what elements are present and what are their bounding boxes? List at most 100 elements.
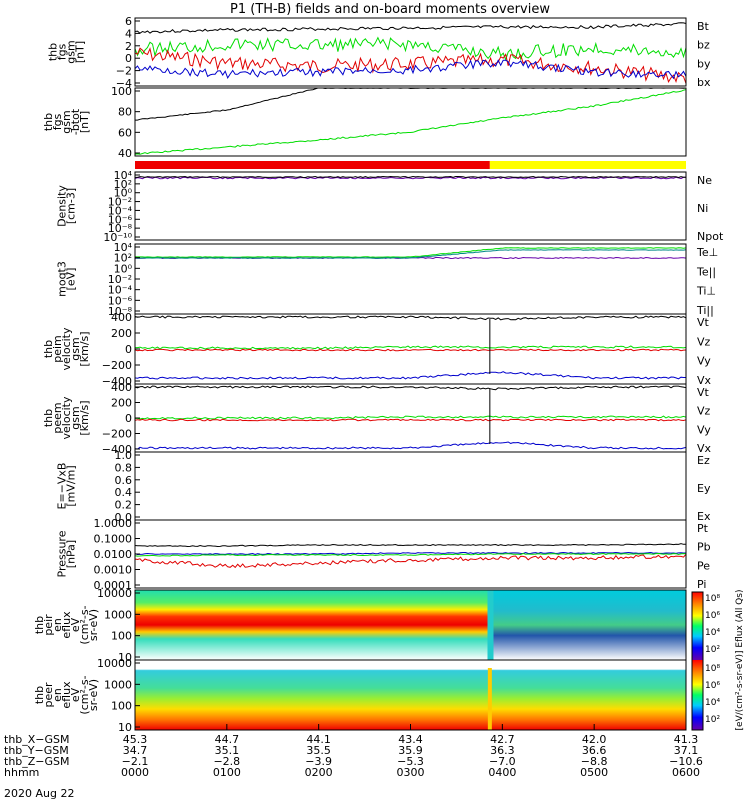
y-tick-label: 6	[125, 15, 132, 28]
y-axis-label: moqt3	[56, 261, 69, 297]
legend-Ex: Ex	[697, 510, 711, 523]
y-axis-label: E=−VxB	[56, 463, 69, 510]
legend-Pt: Pt	[697, 522, 709, 535]
colorbar-label: 10⁴	[705, 628, 720, 638]
panel-peer: 10000 1000 100 10 thbpeerenefluxeV(cm²-s-sr-…	[33, 657, 687, 734]
y-tick-label: 4	[125, 27, 132, 40]
series-ti-perp	[134, 249, 687, 259]
y-axis-label: fgs	[51, 113, 64, 130]
y-tick-label: −200	[102, 428, 132, 441]
y-tick-label: −2	[116, 65, 132, 78]
y-tick-label: 2	[125, 40, 132, 53]
panel-frame	[134, 383, 687, 453]
y-tick-label: 0.2	[115, 499, 133, 512]
panel-data	[134, 87, 687, 155]
y-tick-label: 0	[125, 52, 132, 65]
y-tick-label: 200	[111, 327, 132, 340]
x-row-value: 34.7	[123, 744, 148, 757]
x-row-value: 0200	[305, 766, 333, 779]
x-row-value: 37.1	[674, 744, 699, 757]
x-row-label: thb_Y−GSM	[4, 744, 69, 757]
y-tick-label: 1.0	[115, 449, 133, 462]
y-tick-label: 40	[118, 147, 132, 160]
series-ni	[135, 175, 687, 179]
series-vz	[134, 418, 687, 422]
mode-bar-red	[135, 161, 490, 169]
y-axis-label: peem	[51, 402, 64, 433]
y-axis-label: en	[51, 618, 64, 632]
y-tick-label: 0.0100	[94, 548, 133, 561]
y-axis-label: gsm	[65, 40, 78, 63]
y-axis-label: [km/s]	[78, 400, 91, 435]
panel-frame	[134, 87, 687, 157]
colorbar-label: 10⁶	[705, 681, 720, 691]
x-row-value: 0600	[672, 766, 700, 779]
panel-frame	[134, 313, 687, 385]
y-tick-label: 80	[118, 106, 132, 119]
colorbar-label: 10⁴	[705, 698, 720, 708]
panel-data	[135, 590, 686, 660]
series-vy	[134, 415, 687, 420]
series-pb	[134, 553, 687, 569]
panel-data	[134, 175, 687, 180]
x-row-value: 36.3	[490, 744, 515, 757]
y-tick-label: 10²	[114, 178, 132, 191]
y-tick-label: 0.6	[115, 474, 133, 487]
panel-data	[135, 660, 686, 730]
y-axis-label: gsm	[69, 406, 82, 429]
y-tick-label: 10⁻⁴	[108, 284, 133, 297]
x-row-value: −10.6	[669, 755, 703, 768]
legend-Ti⊥: Ti⊥	[696, 285, 716, 298]
y-axis-label: [km/s]	[78, 331, 91, 366]
y-tick-label: 0.0001	[94, 579, 133, 592]
x-row-value: 36.6	[582, 744, 607, 757]
colorbar-label: 10²	[705, 715, 720, 725]
y-tick-label: 0	[125, 412, 132, 425]
y-axis-label: thb	[42, 409, 55, 427]
y-axis-label: peer	[42, 682, 55, 708]
y-tick-label: 0.1000	[94, 533, 133, 546]
legend-Ne: Ne	[697, 174, 712, 187]
y-axis-label: Density	[56, 185, 69, 227]
panel-data	[134, 315, 687, 380]
y-axis-label: [nT]	[74, 41, 87, 63]
series-btot	[135, 87, 687, 121]
y-axis-label: [nPa]	[65, 540, 78, 568]
x-row-value: 45.3	[123, 733, 148, 746]
y-tick-label: 10⁻⁶	[108, 213, 133, 226]
y-axis-label: thb	[42, 340, 55, 358]
legend-Vt: Vt	[697, 316, 710, 329]
series-by	[134, 36, 687, 62]
legend-Pi: Pi	[697, 578, 706, 591]
y-axis-label: -btot	[69, 108, 82, 135]
series-vy	[135, 345, 687, 350]
panel-data	[134, 543, 687, 569]
y-axis-label: [mV/m]	[65, 465, 78, 506]
y-axis-label: thb	[42, 113, 55, 131]
y-axis-label: fgs	[56, 43, 69, 60]
y-tick-label: 400	[111, 381, 132, 394]
y-axis-label: thb	[33, 616, 46, 634]
panel-pressure: 1.0000 0.1000 0.0100 0.0010 0.0001 Pressure[n…	[56, 517, 711, 592]
y-tick-label: 10⁻²	[108, 273, 132, 286]
spectrogram-spike	[487, 590, 494, 660]
y-tick-label: 10	[118, 721, 132, 734]
y-tick-label: 10⁻⁸	[108, 222, 133, 235]
y-axis-label: Pressure	[56, 530, 69, 577]
series-pi	[134, 551, 686, 556]
spectrogram-left	[135, 590, 492, 660]
x-row-value: −8.8	[581, 755, 608, 768]
x-row-value: 35.5	[306, 744, 331, 757]
x-row-value: 44.1	[306, 733, 331, 746]
y-tick-label: 100	[111, 700, 132, 713]
y-axis-label: [nT]	[78, 111, 91, 133]
y-tick-label: 10⁰	[114, 262, 133, 275]
legend-Vz: Vz	[697, 335, 711, 348]
series-pe	[134, 552, 687, 557]
panel-peir: 10000 1000 100 10 thbpeirenefluxeV(cm²-s-sr-…	[33, 587, 687, 664]
x-row-value: 42.0	[582, 733, 607, 746]
legend-Vy: Vy	[697, 355, 711, 368]
panel-frame	[134, 171, 687, 241]
x-row-label: thb_Z−GSM	[4, 755, 70, 768]
